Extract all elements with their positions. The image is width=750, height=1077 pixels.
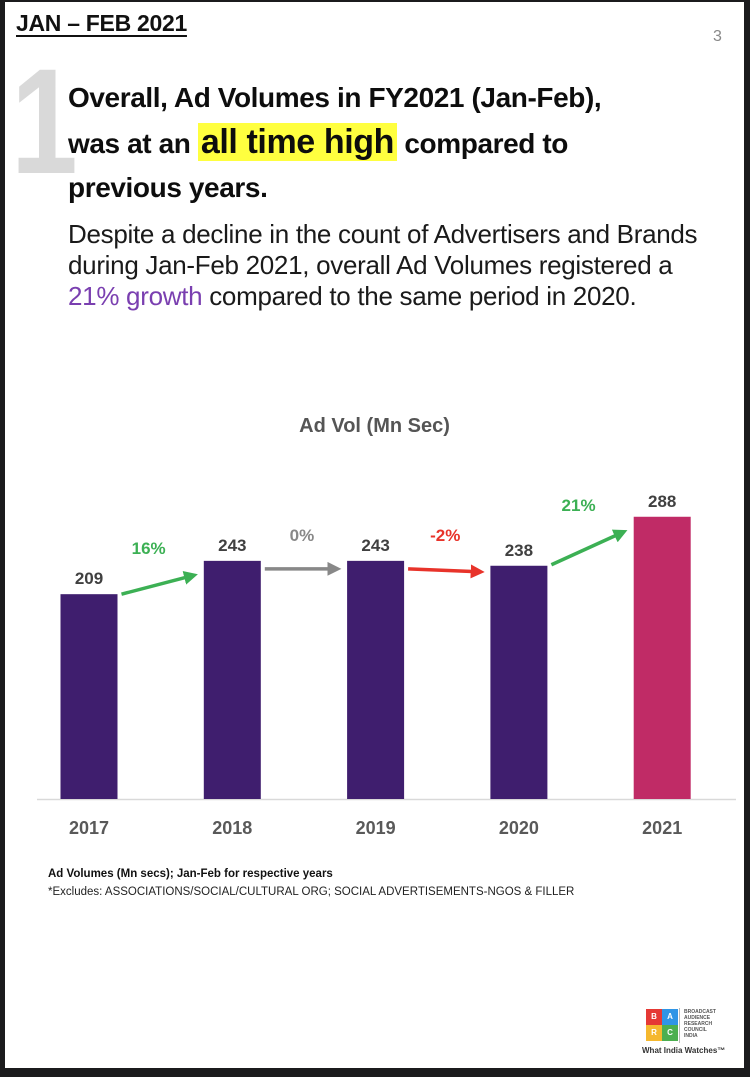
logo-tile-a: A	[662, 1009, 678, 1025]
growth-arrow-2017-2018	[121, 571, 198, 596]
footnote-exclusions: *Excludes: ASSOCIATIONS/SOCIAL/CULTURAL …	[48, 886, 575, 898]
headline-line1: Overall, Ad Volumes in FY2021 (Jan-Feb),	[68, 82, 602, 113]
growth-label-2017-2018: 16%	[132, 539, 166, 558]
bar-2017	[60, 594, 118, 799]
logo-org-line: RESEARCH	[684, 1021, 713, 1027]
bar-chart: 209 2017 243 2018 243 2019 238 2020 288 2021 16% 0%…	[37, 492, 736, 838]
footnote-units: Ad Volumes (Mn secs); Jan-Feb for respec…	[48, 868, 333, 880]
body-paragraph: Despite a decline in the count of Advert…	[68, 219, 728, 312]
data-label-2018: 243	[218, 536, 246, 555]
logo-tagline: What India Watches™	[642, 1046, 726, 1055]
chart-title: Ad Vol (Mn Sec)	[299, 415, 450, 437]
body-text-start: Despite a decline in the count of Advert…	[68, 219, 698, 280]
x-tick-2018: 2018	[212, 818, 252, 838]
body-accent: 21% growth	[68, 281, 203, 311]
logo-org-name: BROADCAST AUDIENCE RESEARCH COUNCIL INDI…	[684, 1009, 734, 1039]
logo-tile-c: C	[662, 1025, 678, 1041]
barc-logo: B A R C BROADCAST AUDIENCE RESEARCH COUN…	[642, 1007, 742, 1063]
headline-line2-start: was at an	[68, 128, 198, 159]
bar-2021	[633, 516, 691, 799]
bar-2020	[490, 565, 548, 799]
headline-highlight: all time high	[197, 123, 397, 161]
growth-label-2020-2021: 21%	[562, 496, 596, 515]
headline: Overall, Ad Volumes in FY2021 (Jan-Feb),…	[68, 76, 738, 210]
slide: JAN – FEB 2021 3 1 Overall, Ad Volumes i…	[5, 2, 744, 1068]
x-tick-2021: 2021	[642, 818, 682, 838]
growth-label-2019-2020: -2%	[430, 526, 460, 545]
logo-tile-r: R	[646, 1025, 662, 1041]
page-number: 3	[713, 28, 722, 45]
growth-arrow-2020-2021	[550, 529, 628, 567]
data-label-2017: 209	[75, 569, 103, 588]
body-text-end: compared to the same period in 2020.	[202, 281, 637, 311]
data-label-2019: 243	[361, 536, 389, 555]
logo-org-line: AUDIENCE	[684, 1015, 711, 1021]
data-label-2021: 288	[648, 492, 676, 511]
logo-divider	[679, 1008, 680, 1043]
logo-org-line: BROADCAST	[684, 1009, 716, 1015]
period-heading: JAN – FEB 2021	[16, 10, 187, 36]
headline-line3: previous years.	[68, 172, 268, 203]
data-label-2020: 238	[505, 541, 533, 560]
section-number: 1	[11, 37, 78, 205]
growth-arrow-2019-2020	[408, 564, 485, 579]
bar-2018	[203, 560, 261, 799]
x-tick-2017: 2017	[69, 818, 109, 838]
logo-org-line: COUNCIL	[684, 1027, 707, 1033]
logo-tile-b: B	[646, 1009, 662, 1025]
headline-line2-end: compared to	[397, 128, 569, 159]
bar-2019	[347, 560, 405, 799]
logo-org-line: INDIA	[684, 1033, 698, 1039]
growth-label-2018-2019: 0%	[290, 526, 315, 545]
x-tick-2020: 2020	[499, 818, 539, 838]
x-tick-2019: 2019	[356, 818, 396, 838]
